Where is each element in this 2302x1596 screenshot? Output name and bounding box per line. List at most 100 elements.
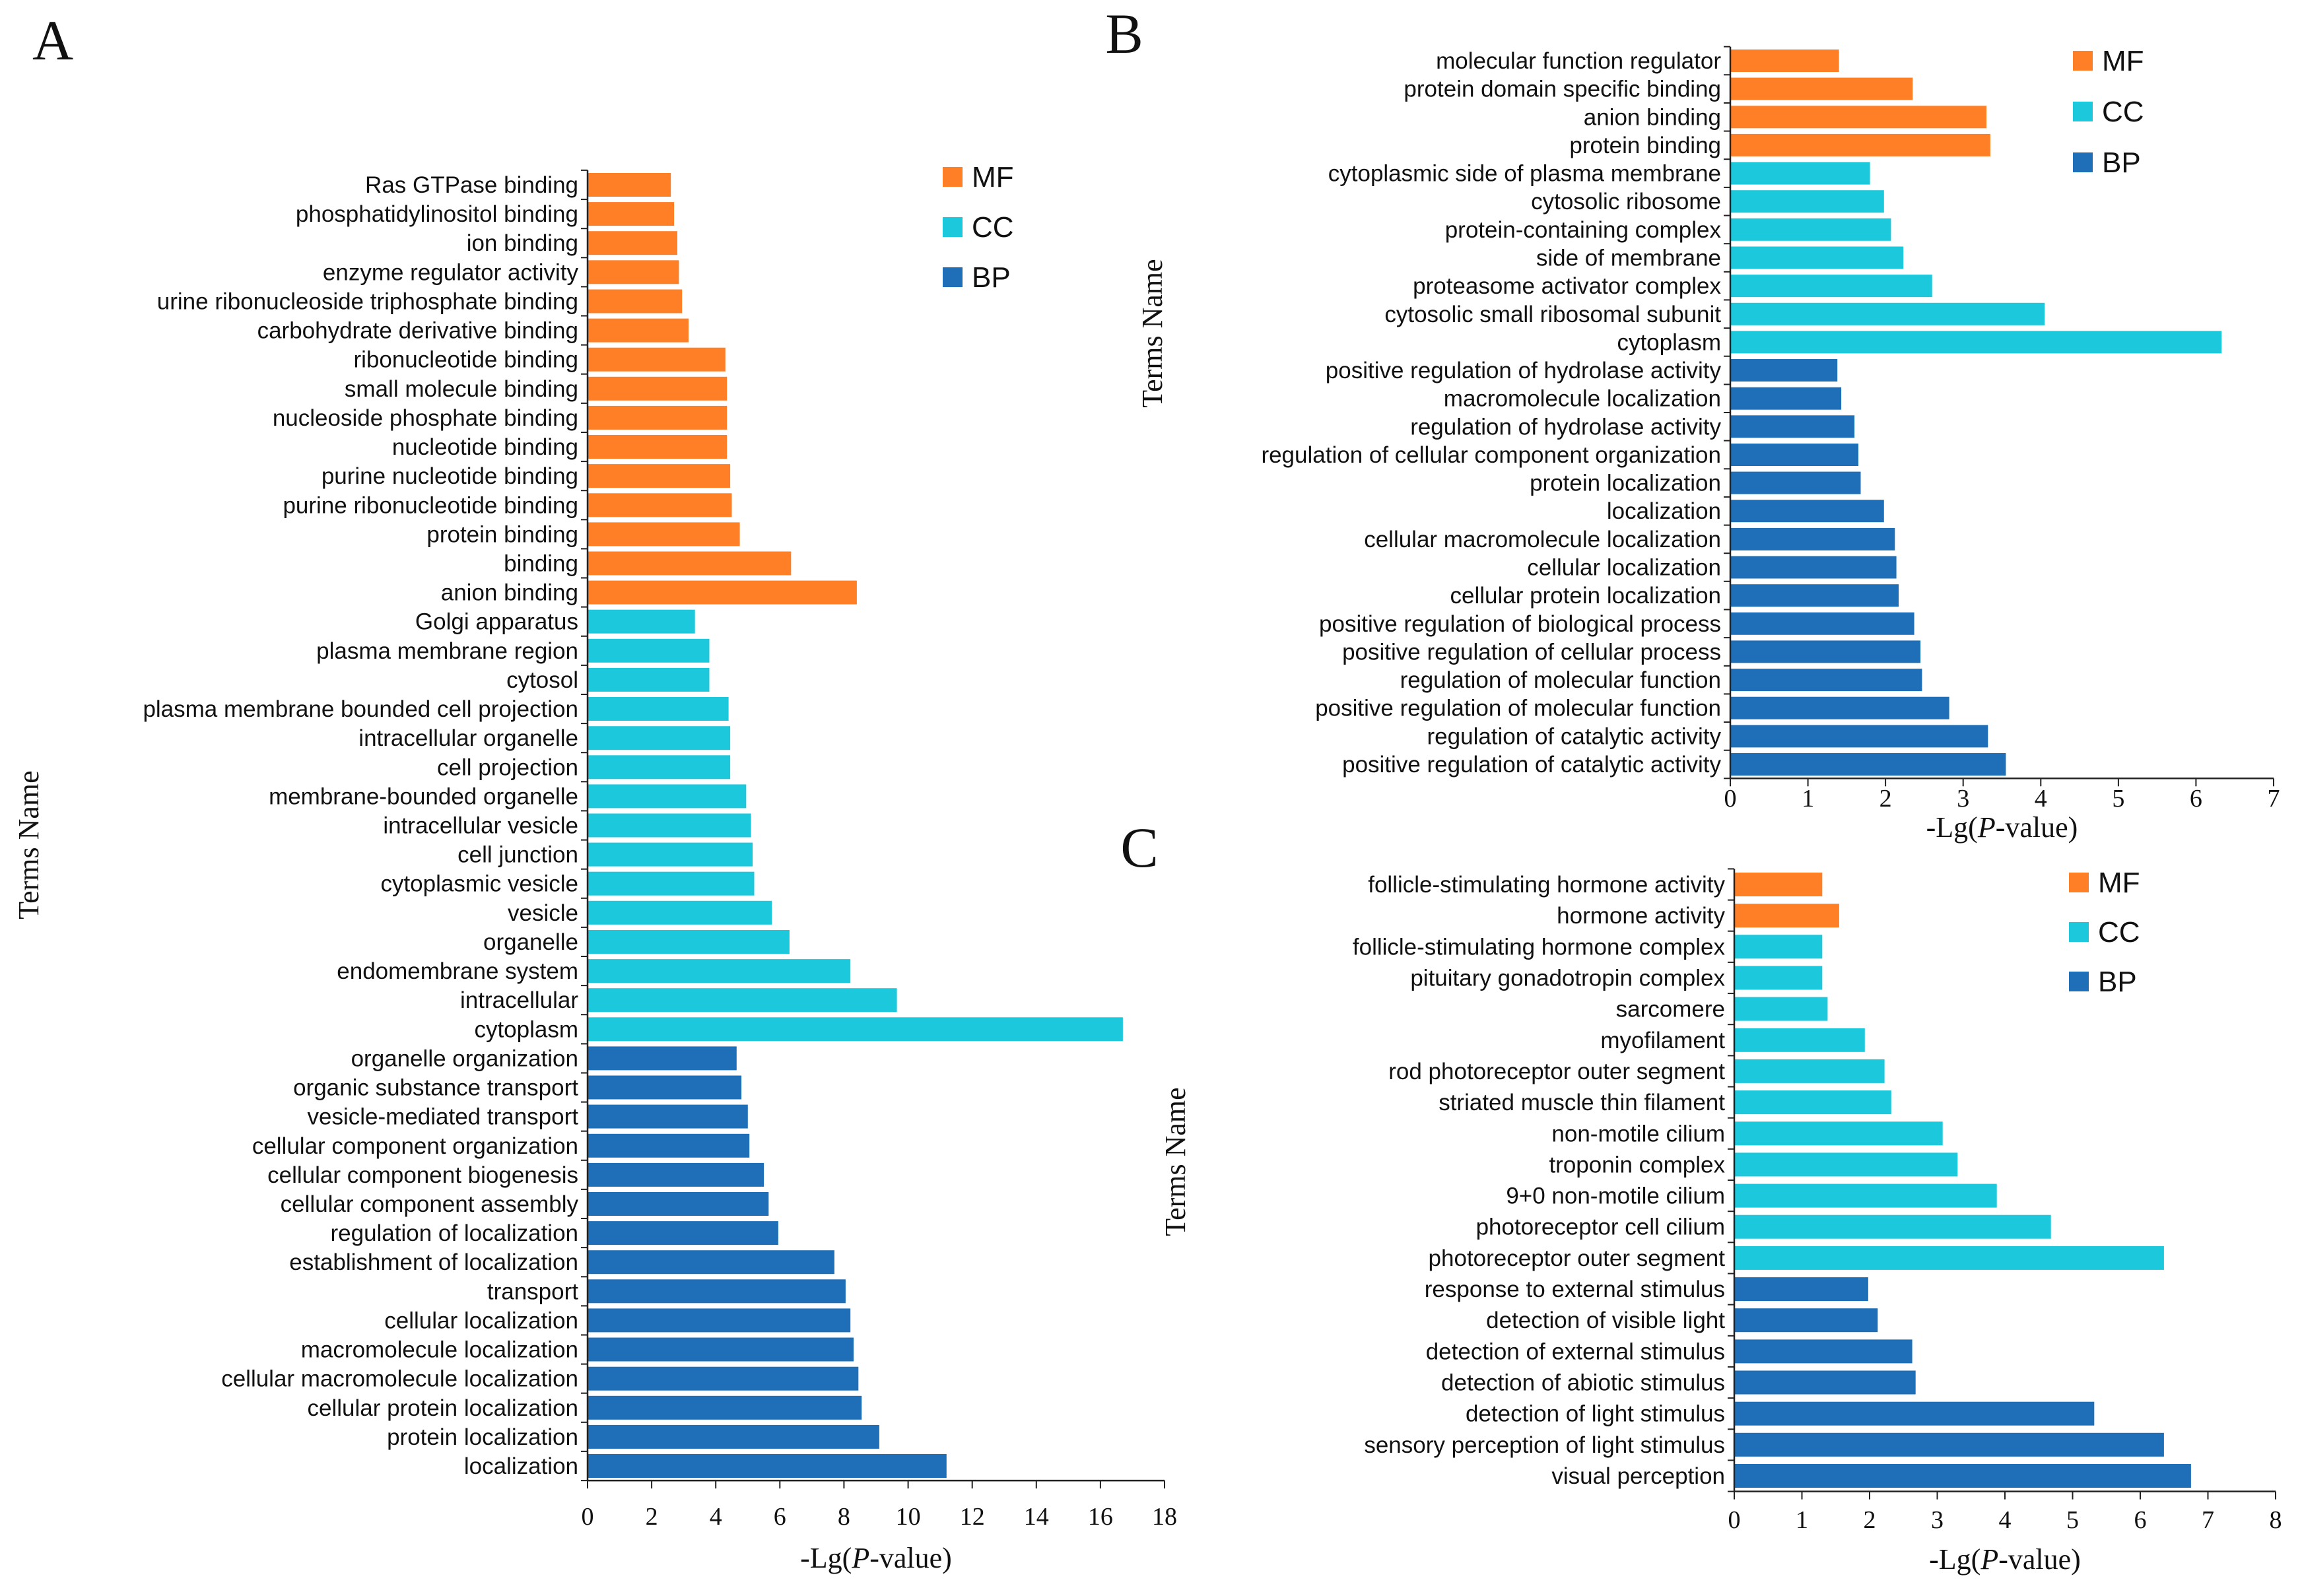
bar-bp <box>1730 471 1861 494</box>
category-label: detection of abiotic stimulus <box>1441 1370 1725 1396</box>
bar-bp <box>1730 696 1949 719</box>
panel-letter: B <box>1105 2 1143 65</box>
x-axis-title: -Lg(P-value) <box>1929 1543 2081 1576</box>
bar-mf <box>588 347 726 372</box>
bar-bp <box>588 1221 778 1246</box>
bar-mf <box>588 522 740 547</box>
x-tick-label: 10 <box>896 1503 921 1531</box>
category-label: intracellular vesicle <box>383 813 578 839</box>
category-label: vesicle-mediated transport <box>308 1104 579 1130</box>
category-label: regulation of hydrolase activity <box>1410 414 1721 440</box>
bar-bp <box>1730 669 1922 692</box>
category-label: protein localization <box>387 1424 578 1450</box>
x-tick-label: 0 <box>1724 785 1737 813</box>
bar-cc <box>588 784 747 809</box>
category-label: positive regulation of cellular process <box>1342 639 1721 665</box>
category-label: detection of visible light <box>1486 1308 1725 1333</box>
category-label: regulation of molecular function <box>1400 667 1721 693</box>
category-label: regulation of cellular component organiz… <box>1261 442 1721 468</box>
panel-letter: C <box>1120 816 1158 879</box>
bar-bp <box>1730 500 1884 523</box>
category-label: localization <box>464 1453 578 1479</box>
bar-bp <box>588 1366 859 1391</box>
bar-bp <box>588 1424 879 1449</box>
x-tick-label: 4 <box>2035 785 2047 813</box>
category-label: transport <box>487 1279 578 1304</box>
bar-bp <box>588 1395 862 1420</box>
category-label: sarcomere <box>1616 997 1725 1022</box>
bar-mf <box>1730 106 1986 129</box>
bar-bp <box>588 1337 854 1362</box>
x-tick-label: 4 <box>710 1503 722 1531</box>
category-label: sensory perception of light stimulus <box>1364 1432 1725 1458</box>
x-axis-title: -Lg(P-value) <box>800 1542 952 1574</box>
bar-cc <box>588 813 751 838</box>
x-axis-title-italic: P <box>851 1542 869 1574</box>
category-label: membrane-bounded organelle <box>269 783 578 809</box>
x-tick-label: 16 <box>1088 1503 1113 1531</box>
bar-bp <box>1730 556 1897 579</box>
category-label: cellular macromolecule localization <box>221 1366 578 1392</box>
category-label: plasma membrane region <box>316 638 578 664</box>
legend-swatch-bp <box>943 267 963 287</box>
bar-cc <box>1734 935 1823 959</box>
bar-mf <box>588 173 671 197</box>
category-label: anion binding <box>1584 104 1721 130</box>
category-label: proteasome activator complex <box>1413 273 1721 299</box>
bar-cc <box>588 900 772 925</box>
category-label: nucleotide binding <box>392 434 578 460</box>
bar-mf <box>588 493 732 517</box>
category-label: intracellular organelle <box>358 725 578 751</box>
x-tick-label: 2 <box>1879 785 1892 813</box>
bar-cc <box>588 930 790 954</box>
bar-mf <box>588 376 728 401</box>
bar-mf <box>588 435 728 459</box>
legend-swatch-mf <box>2069 873 2089 892</box>
category-label: visual perception <box>1551 1463 1725 1489</box>
x-axis-title-prefix: -Lg( <box>1929 1543 1980 1576</box>
legend-swatch-bp <box>2069 972 2089 991</box>
category-label: binding <box>504 551 578 577</box>
bar-cc <box>1734 1059 1885 1083</box>
bar-mf <box>588 231 677 255</box>
x-tick-label: 7 <box>2202 1506 2214 1534</box>
bar-cc <box>588 1017 1123 1042</box>
category-label: macromolecule localization <box>301 1337 578 1363</box>
x-tick-label: 6 <box>2134 1506 2147 1534</box>
legend-label-cc: CC <box>2098 916 2140 948</box>
category-label: cellular localization <box>1527 555 1721 581</box>
bar-bp <box>1730 527 1895 550</box>
category-label: detection of external stimulus <box>1426 1339 1725 1364</box>
category-label: cellular component assembly <box>281 1191 579 1217</box>
legend-label-cc: CC <box>2102 96 2144 128</box>
legend-label-mf: MF <box>2102 45 2144 77</box>
category-label: protein binding <box>426 521 578 547</box>
category-label: positive regulation of molecular functio… <box>1315 696 1721 721</box>
x-axis-title-prefix: -Lg( <box>1926 811 1978 844</box>
x-tick-label: 2 <box>646 1503 658 1531</box>
bar-mf <box>588 260 679 284</box>
legend-swatch-bp <box>2073 152 2093 172</box>
legend-label-bp: BP <box>2098 966 2137 998</box>
bar-bp <box>588 1279 846 1304</box>
x-tick-label: 0 <box>1728 1506 1741 1534</box>
x-tick-label: 3 <box>1931 1506 1944 1534</box>
category-label: cytosol <box>506 667 578 693</box>
category-label: photoreceptor cell cilium <box>1476 1214 1725 1240</box>
bar-cc <box>588 842 753 867</box>
x-tick-label: 5 <box>2066 1506 2079 1534</box>
category-label: carbohydrate derivative binding <box>257 318 578 344</box>
bar-bp <box>1734 1277 1868 1302</box>
panel-letter: A <box>32 9 73 72</box>
category-label: protein localization <box>1530 471 1721 496</box>
category-label: cellular macromolecule localization <box>1364 527 1721 552</box>
category-label: hormone activity <box>1557 903 1725 929</box>
category-label: cell junction <box>457 842 578 868</box>
legend-label-bp: BP <box>972 261 1011 294</box>
bar-bp <box>1730 444 1858 466</box>
bar-cc <box>1730 246 1904 269</box>
x-axis-title-prefix: -Lg( <box>800 1542 852 1574</box>
bar-cc <box>1730 331 2222 354</box>
bar-cc <box>588 697 729 721</box>
bar-mf <box>1734 904 1839 928</box>
